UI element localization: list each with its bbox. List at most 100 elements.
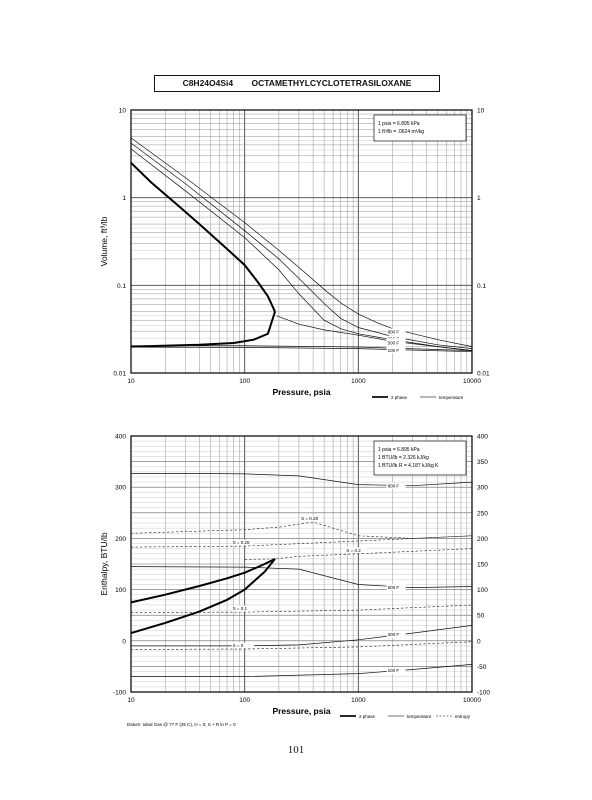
isotherm-line xyxy=(131,473,473,487)
y-tick-label-right: 50 xyxy=(477,613,485,620)
legend-entry: entropy xyxy=(455,714,471,719)
y-tick-label-right: 400 xyxy=(477,434,488,441)
y-tick-label: 0.1 xyxy=(117,283,126,290)
legend-entry: 2 phase xyxy=(391,395,408,400)
conversion-note: 1 psia = 6.895 kPa xyxy=(378,447,420,453)
entropy-label-bg xyxy=(345,547,368,554)
y-tick-label: 200 xyxy=(115,536,126,543)
x-tick-label: 100 xyxy=(239,378,250,385)
isotherm-label: 500 F xyxy=(388,585,400,590)
isotherm-line xyxy=(131,345,473,351)
plot-frame xyxy=(130,109,473,374)
isotherm-label: 300 F xyxy=(388,632,400,637)
entropy-label-bg xyxy=(231,539,254,546)
isotherm-line xyxy=(130,148,473,351)
saturation-vapor-line xyxy=(130,162,276,313)
enthalpy-chart: 10 100 1000 10000-1000100200300400-100-5005… xyxy=(99,434,490,728)
chart-title-compound: OCTAMETHYLCYCLOTETRASILOXANE xyxy=(251,78,412,88)
saturation-vapor-line xyxy=(130,558,276,604)
y-tick-label: 100 xyxy=(115,587,126,594)
conversion-note: 1 BTU/lb = 2.326 kJ/kg xyxy=(378,455,429,461)
isotherm-line xyxy=(130,346,473,353)
y-tick-label-right: 0 xyxy=(477,638,481,645)
y-tick-label-right: 1 xyxy=(477,195,481,202)
isotherm-line xyxy=(276,315,473,351)
legend-entry: temperature xyxy=(407,714,432,719)
entropy-label-bg xyxy=(231,642,254,649)
page-number: 101 xyxy=(287,744,305,756)
isotherm-line xyxy=(131,664,473,677)
isotherm-line xyxy=(130,566,473,588)
y-tick-label-right: 200 xyxy=(477,536,488,543)
entropy-line xyxy=(244,548,473,560)
entropy-line xyxy=(130,535,473,548)
y-tick-label: 400 xyxy=(115,434,126,441)
x-axis-label: Pressure, psia xyxy=(272,387,330,397)
isotherm-label-bg xyxy=(386,667,406,674)
entropy-line xyxy=(130,641,473,650)
entropy-label: S = 0.25 xyxy=(233,540,250,545)
conversion-note: 1 BTU/lb R = 4.187 kJ/kg K xyxy=(378,463,439,469)
entropy-line xyxy=(130,521,473,539)
y-tick-label-right: -100 xyxy=(477,690,490,697)
conversion-notes-box xyxy=(373,114,467,142)
chart-title-formula: C8H24O4Si4 xyxy=(182,78,234,88)
y-tick-label: 1 xyxy=(122,195,126,202)
isotherm-label-bg xyxy=(386,631,406,638)
saturation-liquid-line xyxy=(130,558,276,635)
isotherm-line xyxy=(130,137,473,347)
chart-title-box: C8H24O4Si4 OCTAMETHYLCYCLOTETRASILOXANE xyxy=(154,75,440,92)
entropy-label: S = 0.2 xyxy=(346,548,361,553)
x-tick-label: 10000 xyxy=(463,697,481,704)
y-tick-label-right: 0.01 xyxy=(477,371,490,378)
saturation-liquid-line xyxy=(130,311,276,348)
y-tick-label-right: 100 xyxy=(477,587,488,594)
conversion-note: 1 ft³/lb = .0624 m³/kg xyxy=(378,129,424,135)
volume-chart: 10 100 1000 100000.010.11100.010.1110Pressu… xyxy=(99,108,490,400)
entropy-label-bg xyxy=(300,515,323,522)
isotherm-line xyxy=(130,142,473,349)
y-tick-label-right: 300 xyxy=(477,485,488,492)
y-tick-label-right: 10 xyxy=(477,108,485,115)
y-tick-label-right: -50 xyxy=(477,664,487,671)
entropy-label: S = 0.28 xyxy=(301,516,318,521)
y-tick-label-right: 350 xyxy=(477,459,488,466)
isotherm-label-bg xyxy=(386,328,406,335)
isotherm-label-bg xyxy=(386,339,406,347)
x-tick-label: 1000 xyxy=(351,697,366,704)
entropy-line xyxy=(130,604,473,613)
entropy-label-bg xyxy=(231,605,254,612)
y-tick-label: 0.01 xyxy=(113,371,126,378)
entropy-label: S = 0 xyxy=(233,643,244,648)
x-tick-label: 10000 xyxy=(463,378,481,385)
conversion-note: 1 psia = 6.895 kPa xyxy=(378,121,420,127)
y-tick-label: 10 xyxy=(119,108,127,115)
y-axis-label: Enthalpy, BTU/lb xyxy=(99,532,109,595)
x-axis-label: Pressure, psia xyxy=(272,706,330,716)
x-tick-label: 100 xyxy=(239,697,250,704)
isotherm-label-bg xyxy=(386,346,406,354)
isotherm-label: 800 F xyxy=(388,329,400,334)
isotherm-label-bg xyxy=(386,584,406,591)
legend-entry: 2 phase xyxy=(359,714,376,719)
conversion-notes-box xyxy=(373,440,467,476)
y-tick-label: 0 xyxy=(122,638,126,645)
x-tick-label: 1000 xyxy=(351,378,366,385)
legend-entry: temperature xyxy=(439,395,464,400)
y-tick-label-right: 0.1 xyxy=(477,283,486,290)
isotherm-label-bg xyxy=(386,482,406,489)
entropy-label: S = 0.1 xyxy=(233,606,248,611)
y-tick-label: -100 xyxy=(113,690,126,697)
isotherm-label: 100 F xyxy=(388,668,400,673)
y-tick-label-right: 250 xyxy=(477,510,488,517)
isotherm-label: 500 F xyxy=(388,341,400,346)
y-tick-label-right: 150 xyxy=(477,562,488,569)
isotherm-label: 100 F xyxy=(388,348,400,353)
plot-frame xyxy=(130,435,473,693)
isotherm-label: 800 F xyxy=(388,483,400,488)
isotherm-line xyxy=(131,625,473,647)
x-tick-label: 10 xyxy=(127,378,135,385)
x-tick-label: 10 xyxy=(127,697,135,704)
datum-note: Datum: Ideal Gas @ 77 F (25 C), H = 0, S… xyxy=(127,722,236,727)
